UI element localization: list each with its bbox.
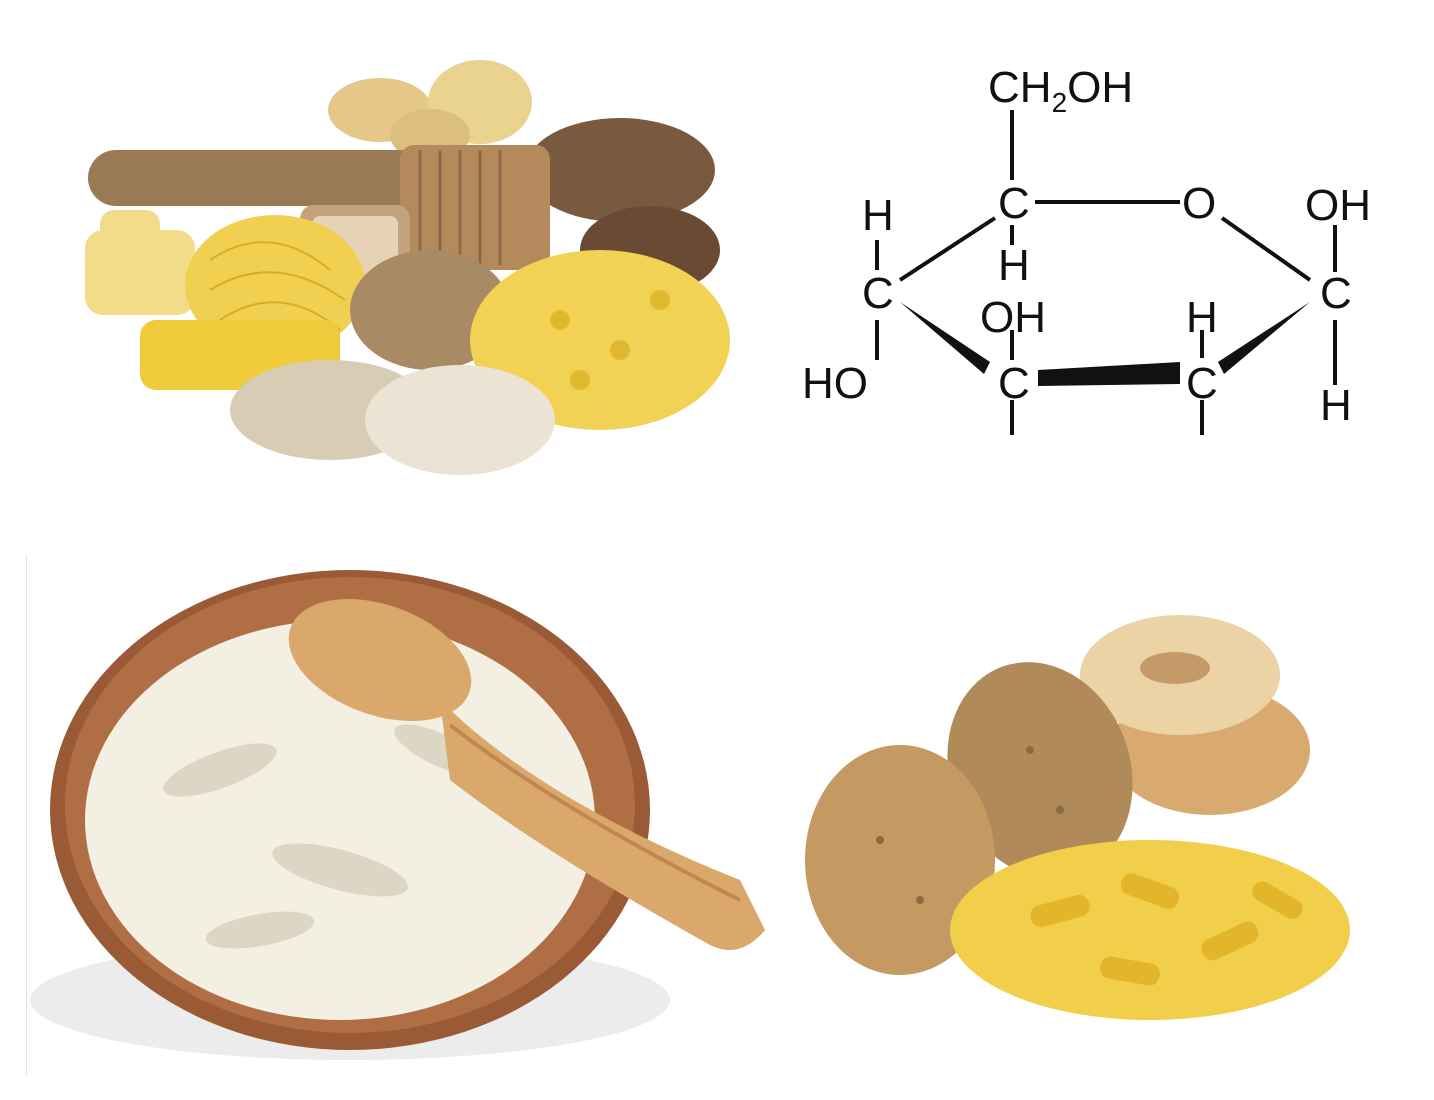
wedge-bond-right	[1218, 302, 1310, 374]
carbon-atom-right: C	[1320, 269, 1352, 318]
hydroxyl-group-lower: OH	[980, 293, 1046, 342]
rice-bowl-photo	[30, 570, 765, 1060]
photo-edge-line	[26, 555, 27, 1075]
potato	[947, 662, 1133, 878]
glucose-structure-diagram: CH2OH C O H H C HO OH C H OH C H C	[802, 63, 1371, 435]
ch2-label: CH	[988, 63, 1052, 112]
carbon-atom-lower-left: C	[998, 359, 1030, 408]
carbon-atom-top: C	[998, 179, 1030, 228]
wedge-bond-left	[900, 302, 990, 374]
sliced-bread	[400, 145, 550, 270]
hydrogen-atom-lower: H	[1186, 293, 1218, 342]
brown-crackers	[525, 118, 715, 222]
potato	[805, 745, 995, 975]
svg-text:CH2OH: CH2OH	[988, 63, 1133, 118]
ring-oxygen-atom: O	[1182, 179, 1216, 228]
carbon-atom-lower-right: C	[1186, 359, 1218, 408]
white-rice	[365, 365, 555, 475]
carbohydrate-foods-photo	[85, 60, 730, 475]
wedge-bond-front	[1038, 362, 1180, 386]
carbon-atom-left: C	[862, 269, 894, 318]
hydrogen-atom-left: H	[862, 191, 894, 240]
potatoes-bagels-pasta-photo	[805, 615, 1350, 1020]
penne-pasta	[85, 210, 195, 315]
baguette	[88, 150, 448, 206]
rice	[85, 620, 595, 1020]
spoon-bowl	[288, 598, 472, 722]
hydrogen-atom-right: H	[1320, 381, 1352, 430]
hydroxyl-group-right: OH	[1305, 181, 1371, 230]
oh-label: OH	[1067, 63, 1133, 112]
hydroxyl-group-left: HO	[802, 359, 868, 408]
subscript-2: 2	[1052, 87, 1068, 118]
hydrogen-atom: H	[998, 241, 1030, 290]
macaroni-pasta	[950, 840, 1350, 1020]
